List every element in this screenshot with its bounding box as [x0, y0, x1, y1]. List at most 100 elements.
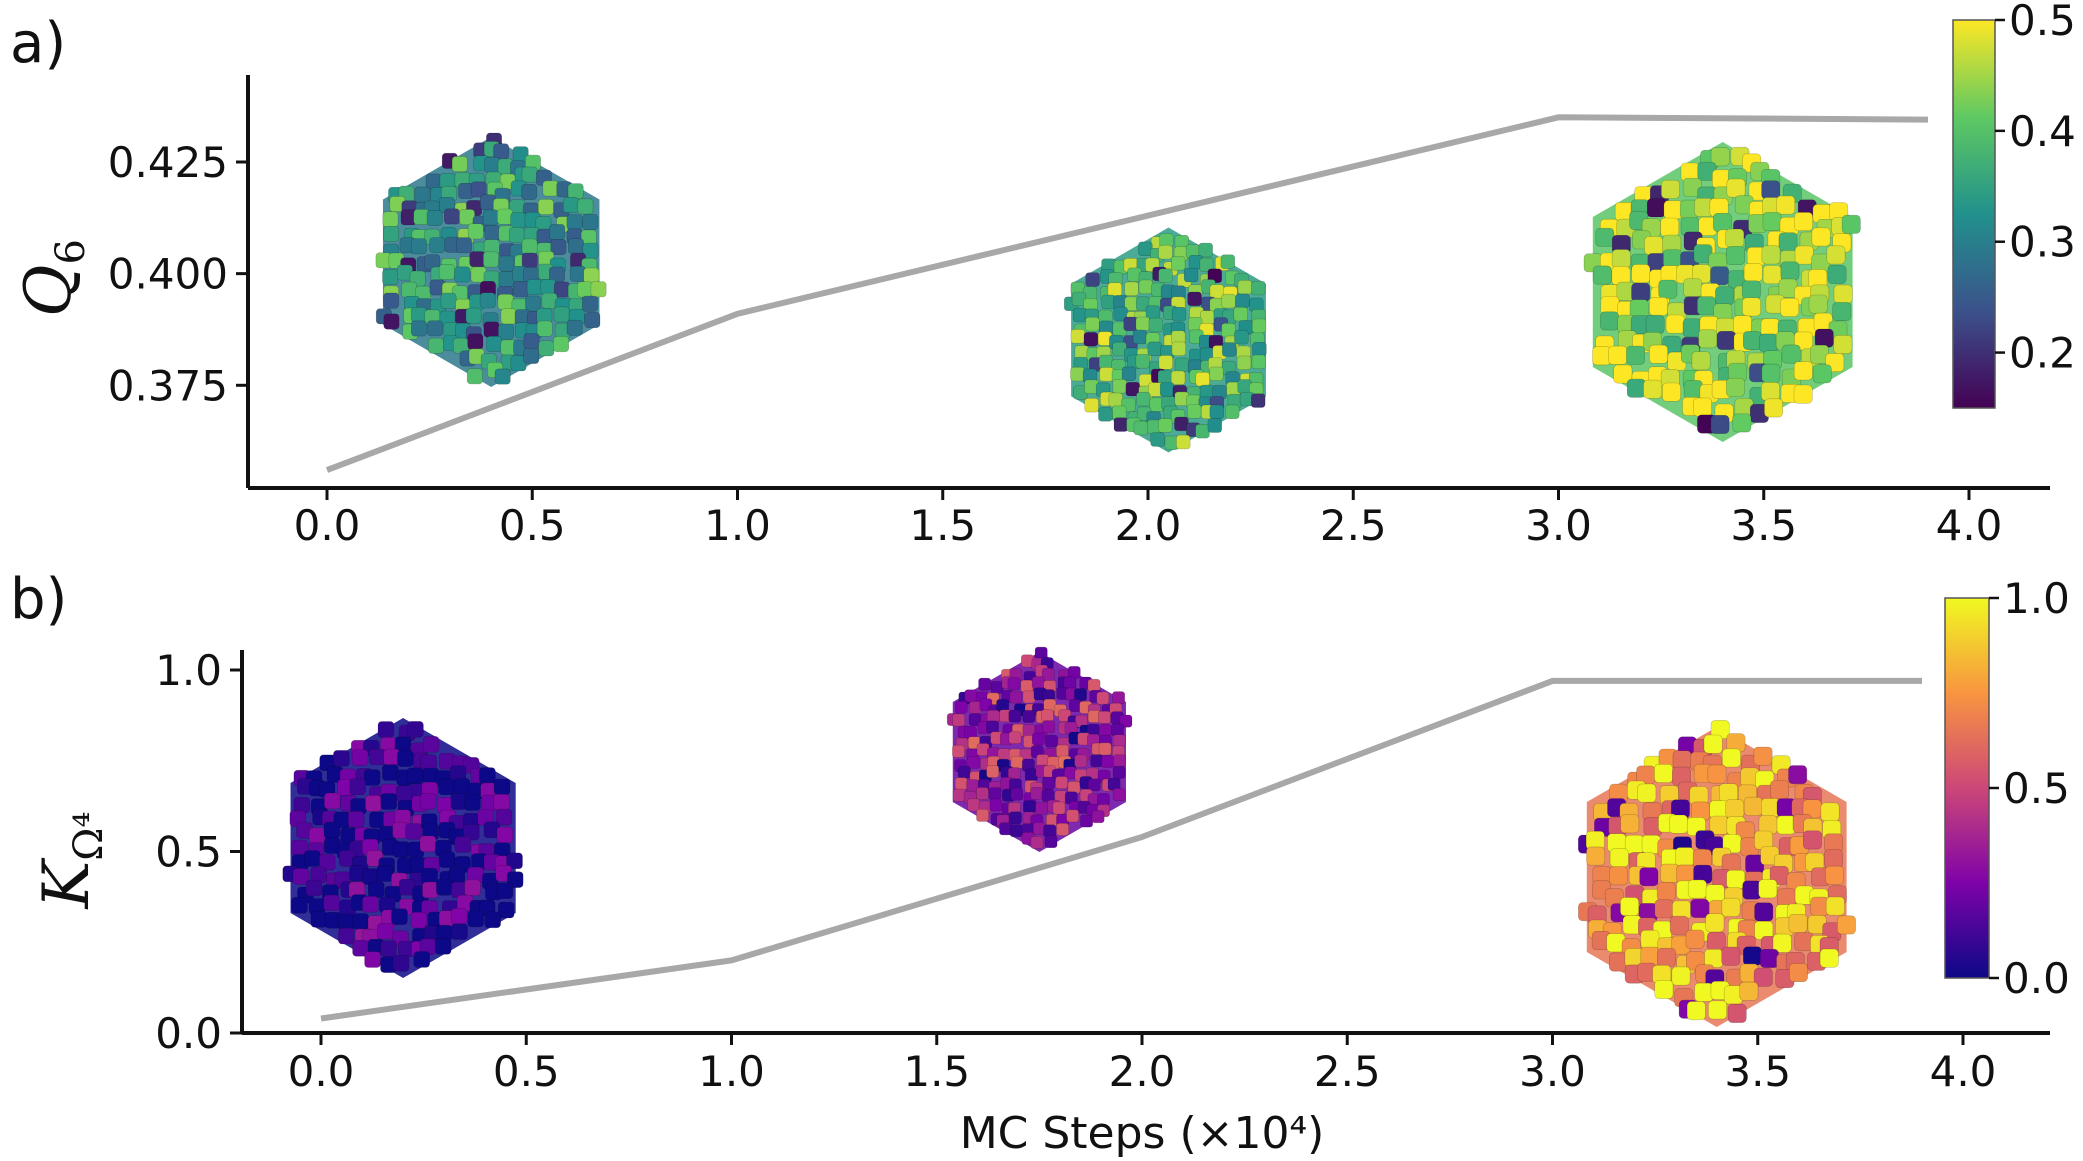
- cluster-particle: [367, 881, 385, 898]
- cluster-particle: [1698, 329, 1718, 349]
- cluster-particle: [1111, 723, 1124, 737]
- cluster-particle: [1725, 799, 1745, 819]
- cluster-particle: [1665, 314, 1685, 334]
- cluster-particle: [523, 347, 540, 364]
- cluster-particle: [1221, 293, 1236, 309]
- cluster-particle: [1710, 147, 1730, 167]
- cluster-particle: [1121, 366, 1137, 381]
- colorbar: [1952, 19, 1996, 409]
- cluster-particle: [1133, 420, 1149, 436]
- cluster-particle: [1649, 296, 1669, 316]
- x-tick-label: 4.0: [1936, 501, 2003, 550]
- cluster-particle: [1761, 245, 1781, 265]
- cluster-particle: [392, 841, 410, 858]
- cluster-particle: [391, 908, 408, 925]
- cluster-particle: [521, 184, 538, 200]
- y-tick-label: 0.5: [155, 828, 222, 877]
- cluster-particle: [1600, 311, 1620, 331]
- x-tick-label: 3.5: [1724, 1047, 1791, 1096]
- cluster-particle: [1794, 932, 1814, 952]
- cluster-particle: [1043, 824, 1057, 838]
- cluster-particle: [1825, 896, 1845, 916]
- x-tick-label: 1.5: [909, 501, 976, 550]
- cluster-particle: [1811, 227, 1831, 247]
- cluster-particle: [362, 895, 379, 913]
- cluster-particle: [1832, 302, 1852, 321]
- cluster-particle: [497, 901, 515, 919]
- cluster-particle: [1023, 800, 1036, 814]
- cluster-particle: [1743, 946, 1762, 966]
- cluster-particle: [986, 765, 1000, 778]
- cluster-particle: [305, 879, 323, 897]
- cluster-particle: [1694, 982, 1714, 1002]
- cluster-particle: [1042, 776, 1055, 790]
- cluster-particle: [1671, 966, 1691, 986]
- cluster-particle: [1056, 744, 1069, 758]
- cluster-particle: [496, 882, 514, 899]
- cluster-particle: [525, 295, 542, 312]
- cluster-particle: [1007, 677, 1021, 691]
- cluster-particle: [1808, 294, 1828, 314]
- cluster-particle: [291, 897, 308, 914]
- cluster-particle: [1753, 967, 1773, 987]
- x-tick-label: 2.0: [1109, 1047, 1176, 1096]
- cluster-particle: [1776, 195, 1796, 215]
- cluster-particle: [1609, 848, 1629, 868]
- y-axis-label-sub: Ω⁴: [66, 811, 112, 860]
- cluster-particle: [506, 852, 523, 870]
- panel-a: a) 0.0 0.5 1.0 1.5 2.0 2.5 3.0 3.5 4.0 0.375 0.400 0…: [10, 0, 2076, 550]
- cluster-particle: [957, 765, 971, 779]
- cluster-particle: [1820, 802, 1840, 822]
- cluster-particle: [401, 281, 418, 298]
- cluster-particle: [1705, 913, 1725, 933]
- cluster-particle: [1645, 314, 1665, 334]
- cluster-particle: [986, 709, 1000, 723]
- cluster-particle: [577, 281, 594, 298]
- y-axis-label-main: Q: [12, 264, 86, 316]
- cluster-particle: [1113, 754, 1126, 768]
- cluster-particle: [1009, 690, 1023, 704]
- cluster-particle: [1056, 822, 1069, 836]
- cluster-particle: [1721, 946, 1741, 966]
- cluster-particle: [1084, 397, 1099, 413]
- cluster-particle: [1741, 280, 1761, 300]
- colorbar-tick-label: 0.5: [2009, 0, 2076, 45]
- cluster-particle: [1251, 318, 1267, 334]
- cluster-particle: [1706, 931, 1726, 951]
- cluster-particle: [537, 199, 554, 215]
- cluster-particle: [1654, 763, 1674, 783]
- cluster-particle: [568, 238, 585, 255]
- cluster-particle: [1644, 236, 1664, 256]
- cluster-particle: [584, 312, 601, 328]
- cluster-particle: [1826, 245, 1846, 265]
- cluster-particle: [1251, 280, 1266, 296]
- cluster-particle: [1098, 724, 1112, 737]
- cluster-particle: [1091, 810, 1105, 824]
- cluster-particle: [1772, 933, 1792, 953]
- cluster-particle: [382, 269, 399, 285]
- cluster-particle: [365, 795, 382, 812]
- cluster-particle: [1135, 354, 1150, 369]
- colorbar: [1944, 597, 1990, 979]
- cluster-particle: [1726, 869, 1746, 889]
- cluster-particle: [407, 721, 424, 738]
- cluster-particle: [1112, 691, 1125, 705]
- cluster-particle: [1719, 783, 1739, 803]
- cluster-particle: [1035, 801, 1048, 815]
- cluster-particle: [1646, 198, 1666, 218]
- cluster-particle: [1814, 328, 1834, 348]
- cluster-particle: [550, 239, 567, 255]
- cluster-particle: [1710, 414, 1730, 434]
- cluster-particle: [479, 767, 496, 784]
- cluster-particle: [498, 255, 515, 272]
- cluster-particle: [410, 320, 427, 337]
- cluster-particle: [988, 787, 1002, 801]
- cluster-particle: [1030, 786, 1044, 800]
- cluster-particle: [443, 208, 460, 225]
- cluster-particle: [1788, 913, 1808, 933]
- cluster-particle: [978, 677, 992, 691]
- cluster-particle: [542, 180, 559, 197]
- cluster-particle: [464, 794, 481, 811]
- cluster-particle: [1209, 404, 1225, 420]
- cluster-particle: [1780, 261, 1800, 281]
